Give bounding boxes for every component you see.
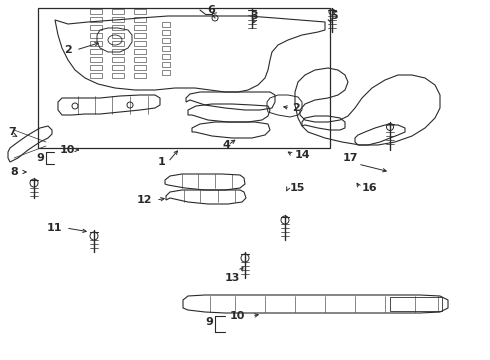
Bar [112,17,124,22]
Text: 7: 7 [8,127,16,137]
Bar [90,9,102,14]
Bar [112,57,124,62]
Text: 8: 8 [10,167,18,177]
Text: 14: 14 [295,150,311,160]
Text: 5: 5 [330,11,338,21]
Text: 15: 15 [290,183,305,193]
Bar [134,25,146,30]
Bar [90,49,102,54]
Text: 2: 2 [292,103,300,113]
Bar [90,73,102,78]
Bar [162,30,170,35]
Bar [390,297,442,311]
Bar [134,57,146,62]
Text: 6: 6 [207,5,215,15]
Text: 9: 9 [205,317,213,327]
Bar [90,33,102,38]
Bar [162,62,170,67]
Bar [112,25,124,30]
Bar [112,33,124,38]
Text: 1: 1 [158,157,166,167]
Text: 17: 17 [342,153,358,163]
Bar [134,49,146,54]
Bar [134,9,146,14]
Bar [162,46,170,51]
Bar [90,17,102,22]
Text: 10: 10 [60,145,75,155]
Bar [134,65,146,70]
Bar [90,41,102,46]
Text: 11: 11 [47,223,62,233]
Text: 12: 12 [137,195,152,205]
Text: 3: 3 [250,11,258,21]
Bar [90,65,102,70]
Bar [90,25,102,30]
Text: 9: 9 [36,153,44,163]
Bar [112,9,124,14]
Bar [162,70,170,75]
Bar [162,38,170,43]
Text: 16: 16 [362,183,378,193]
Bar [112,41,124,46]
Bar [162,22,170,27]
Bar [112,49,124,54]
Bar [134,33,146,38]
Bar [134,73,146,78]
Bar [162,54,170,59]
Bar [90,57,102,62]
Text: 13: 13 [224,273,240,283]
Bar [38,8,330,148]
Text: 10: 10 [230,311,245,321]
Bar [134,41,146,46]
Text: 2: 2 [64,45,72,55]
Bar [112,73,124,78]
Text: 4: 4 [222,140,230,150]
Bar [112,65,124,70]
Bar [134,17,146,22]
